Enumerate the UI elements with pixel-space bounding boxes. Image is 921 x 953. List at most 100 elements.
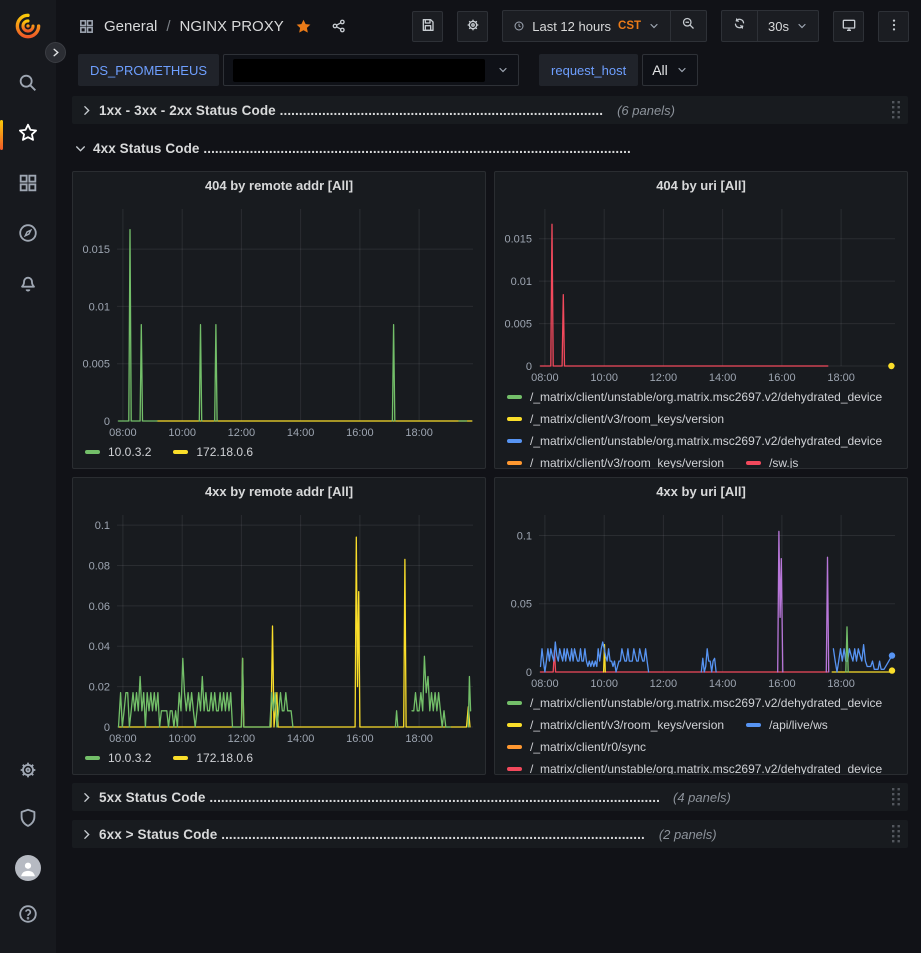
svg-text:10:00: 10:00 <box>590 372 618 384</box>
request-host-select[interactable]: All <box>642 54 698 86</box>
sidebar-item-dashboards[interactable] <box>8 168 48 202</box>
topbar: General / NGINX PROXY Last 12 hours CST <box>56 0 921 52</box>
svg-text:0: 0 <box>526 361 532 373</box>
svg-text:10:00: 10:00 <box>168 733 196 745</box>
chevron-right-icon <box>80 791 93 804</box>
chevron-down-icon <box>676 64 688 76</box>
sidebar-item-alerting[interactable] <box>8 268 48 302</box>
grafana-logo[interactable] <box>0 0 56 52</box>
tv-mode-button[interactable] <box>833 10 864 42</box>
legend-item[interactable]: /_matrix/client/unstable/org.matrix.msc2… <box>507 762 882 774</box>
zoom-out-icon <box>681 16 696 36</box>
legend-row: /_matrix/client/unstable/org.matrix.msc2… <box>507 386 895 408</box>
legend-item[interactable]: /_matrix/client/v3/room_keys/version <box>507 456 724 468</box>
more-options-button[interactable] <box>878 10 909 42</box>
row-header-6xx[interactable]: 6xx > Status Code ......................… <box>72 820 908 848</box>
sidebar-item-configuration[interactable] <box>8 755 48 789</box>
refresh-interval-picker[interactable]: 30s <box>757 11 818 41</box>
request-host-value: All <box>652 62 668 78</box>
svg-text:0: 0 <box>526 667 532 679</box>
breadcrumb-separator: / <box>166 17 171 35</box>
dashboard-settings-button[interactable] <box>457 10 489 42</box>
legend-item[interactable]: 10.0.3.2 <box>85 445 151 459</box>
breadcrumb-folder[interactable]: General <box>104 17 158 35</box>
help-icon <box>17 903 39 930</box>
row-header-4xx[interactable]: 4xx Status Code ........................… <box>72 134 908 162</box>
row-panel-count: (6 panels) <box>617 102 675 118</box>
svg-text:12:00: 12:00 <box>228 733 256 745</box>
panel-title[interactable]: 4xx by uri [All] <box>656 484 746 499</box>
legend-item[interactable]: /_matrix/client/r0/sync <box>507 740 646 754</box>
drag-handle-icon[interactable] <box>891 100 902 120</box>
legend-row: /_matrix/client/v3/room_keys/version <box>507 408 895 430</box>
timeseries-chart[interactable]: 08:00 10:00 12:00 14:00 16:00 18:00 0 0.005 0.01… <box>73 199 485 441</box>
drag-handle-icon[interactable] <box>891 824 902 844</box>
timeseries-chart[interactable]: 08:00 10:00 12:00 14:00 16:00 18:00 0 0.05 0.1 <box>495 505 907 692</box>
favorite-star-icon[interactable] <box>295 18 312 35</box>
ds-prometheus-select[interactable] <box>223 54 520 86</box>
legend-row: /_matrix/client/v3/room_keys/version/sw.… <box>507 452 895 468</box>
legend-item[interactable]: /_matrix/client/unstable/org.matrix.msc2… <box>507 434 882 448</box>
zoom-out-button[interactable] <box>670 11 706 41</box>
legend-item[interactable]: 10.0.3.2 <box>85 751 151 765</box>
refresh-button[interactable] <box>722 11 757 41</box>
sidebar-item-help[interactable] <box>8 899 48 933</box>
legend-row: /_matrix/client/r0/sync <box>507 736 895 758</box>
svg-text:0.015: 0.015 <box>82 244 110 256</box>
timeseries-chart[interactable]: 08:00 10:00 12:00 14:00 16:00 18:00 0 0.005 0.01… <box>495 199 907 386</box>
legend-item[interactable]: /api/live/ws <box>746 718 828 732</box>
svg-text:16:00: 16:00 <box>768 678 796 690</box>
legend-item[interactable]: /_matrix/client/unstable/org.matrix.msc2… <box>507 696 882 710</box>
legend-item[interactable]: /_matrix/client/v3/room_keys/version <box>507 718 724 732</box>
svg-text:0.1: 0.1 <box>517 531 532 543</box>
legend-item[interactable]: /_matrix/client/unstable/org.matrix.msc2… <box>507 390 882 404</box>
apps-icon <box>17 172 39 199</box>
sidebar-item-starred[interactable] <box>0 118 48 152</box>
chevron-right-icon <box>80 104 93 117</box>
row-title: 5xx Status Code ........................… <box>99 789 659 805</box>
sidebar-item-server-admin[interactable] <box>8 803 48 837</box>
legend-item[interactable]: /sw.js <box>746 456 798 468</box>
time-range-picker[interactable]: Last 12 hours CST <box>503 11 670 41</box>
panel-legend: 10.0.3.2 172.18.0.6 <box>73 747 485 774</box>
svg-text:16:00: 16:00 <box>346 733 374 745</box>
sidebar <box>0 0 56 953</box>
dashboard-canvas: 1xx - 3xx - 2xx Status Code ............… <box>56 88 921 953</box>
svg-text:18:00: 18:00 <box>405 733 433 745</box>
variable-ds-prometheus: DS_PROMETHEUS <box>78 54 520 86</box>
svg-text:14:00: 14:00 <box>709 678 737 690</box>
sidebar-expand-button[interactable] <box>45 42 66 63</box>
timeseries-chart[interactable]: 08:00 10:00 12:00 14:00 16:00 18:00 0 0.02 0.04 0… <box>73 505 485 747</box>
svg-text:16:00: 16:00 <box>346 427 374 439</box>
kebab-icon <box>886 17 902 36</box>
sidebar-item-search[interactable] <box>8 68 48 102</box>
refresh-icon <box>732 16 747 36</box>
save-dashboard-button[interactable] <box>412 10 444 42</box>
row-header-1xx[interactable]: 1xx - 3xx - 2xx Status Code ............… <box>72 96 908 124</box>
chevron-down-icon <box>648 20 660 32</box>
panel-title[interactable]: 404 by remote addr [All] <box>204 178 354 193</box>
svg-text:08:00: 08:00 <box>109 427 137 439</box>
refresh-controls: 30s <box>721 10 819 42</box>
compass-icon <box>17 222 39 249</box>
svg-text:0.04: 0.04 <box>89 641 110 653</box>
dashboard-grid-icon <box>78 18 95 35</box>
variable-label: request_host <box>539 54 639 86</box>
panel-404-by-uri: 404 by uri [All] 08:00 10:00 12:00 14:00 16:… <box>494 171 908 469</box>
svg-text:0.06: 0.06 <box>89 601 110 613</box>
sidebar-item-explore[interactable] <box>8 218 48 252</box>
panel-title[interactable]: 4xx by remote addr [All] <box>204 484 354 499</box>
drag-handle-icon[interactable] <box>891 787 902 807</box>
svg-text:0: 0 <box>104 722 110 734</box>
panel-title[interactable]: 404 by uri [All] <box>656 178 746 193</box>
legend-item[interactable]: 172.18.0.6 <box>173 445 253 459</box>
breadcrumb-dashboard-title[interactable]: NGINX PROXY <box>179 17 284 35</box>
panel-legend: /_matrix/client/unstable/org.matrix.msc2… <box>495 692 907 774</box>
legend-item[interactable]: /_matrix/client/v3/room_keys/version <box>507 412 724 426</box>
sidebar-item-profile[interactable] <box>8 851 48 885</box>
chevron-down-icon <box>497 64 509 76</box>
svg-text:0.005: 0.005 <box>504 319 532 331</box>
legend-item[interactable]: 172.18.0.6 <box>173 751 253 765</box>
share-icon[interactable] <box>331 18 347 34</box>
row-header-5xx[interactable]: 5xx Status Code ........................… <box>72 783 908 811</box>
